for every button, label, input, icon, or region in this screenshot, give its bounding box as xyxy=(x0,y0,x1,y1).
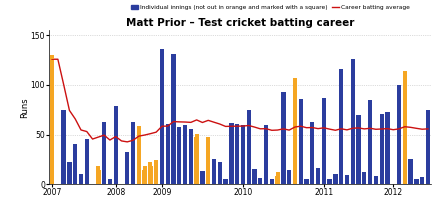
Bar xyxy=(426,110,430,184)
Bar xyxy=(177,127,181,184)
Bar xyxy=(397,85,401,184)
Bar xyxy=(114,106,118,184)
Bar xyxy=(385,112,390,184)
Bar xyxy=(154,164,158,184)
Bar xyxy=(229,123,233,184)
Bar xyxy=(258,178,263,184)
Bar xyxy=(79,174,83,184)
Bar xyxy=(73,144,77,184)
Bar xyxy=(200,171,204,184)
Bar xyxy=(62,110,66,184)
Bar xyxy=(67,162,72,184)
Bar xyxy=(374,176,378,184)
Bar xyxy=(85,139,89,184)
Bar xyxy=(310,122,315,184)
Bar xyxy=(206,141,210,184)
Bar xyxy=(281,92,286,184)
Legend: Individual innings (not out in orange and marked with a square), Career batting : Individual innings (not out in orange an… xyxy=(129,3,412,13)
Bar xyxy=(356,115,361,184)
Bar xyxy=(108,179,112,184)
Bar xyxy=(351,59,355,184)
Bar xyxy=(235,124,239,184)
Bar xyxy=(194,137,199,184)
Bar xyxy=(50,59,54,184)
Bar xyxy=(247,110,251,184)
Bar xyxy=(339,69,343,184)
Bar xyxy=(276,176,280,184)
Bar xyxy=(420,177,424,184)
Bar xyxy=(328,179,332,184)
Bar xyxy=(304,179,309,184)
Bar xyxy=(264,125,268,184)
Bar xyxy=(293,82,297,184)
Bar xyxy=(183,125,187,184)
Bar xyxy=(322,98,326,184)
Bar xyxy=(102,122,106,184)
Bar xyxy=(408,159,413,184)
Bar xyxy=(403,75,407,184)
Bar xyxy=(333,174,338,184)
Bar xyxy=(142,170,147,184)
Bar xyxy=(414,179,418,184)
Bar xyxy=(137,130,141,184)
Bar xyxy=(96,170,101,184)
Bar xyxy=(224,179,228,184)
Bar xyxy=(287,170,291,184)
Bar xyxy=(362,172,366,184)
Bar xyxy=(345,175,349,184)
Bar xyxy=(131,122,135,184)
Bar xyxy=(212,159,216,184)
Bar xyxy=(160,49,164,184)
Bar xyxy=(299,99,303,184)
Bar xyxy=(148,166,153,184)
Bar xyxy=(217,162,222,184)
Bar xyxy=(270,179,274,184)
Bar xyxy=(379,114,384,184)
Bar xyxy=(316,168,320,184)
Bar xyxy=(171,54,176,184)
Bar xyxy=(368,100,372,184)
Bar xyxy=(241,125,245,184)
Title: Matt Prior – Test cricket batting career: Matt Prior – Test cricket batting career xyxy=(126,18,354,28)
Bar xyxy=(189,129,193,184)
Bar xyxy=(252,169,256,184)
Bar xyxy=(165,124,170,184)
Y-axis label: Runs: Runs xyxy=(20,97,29,118)
Bar xyxy=(125,152,129,184)
